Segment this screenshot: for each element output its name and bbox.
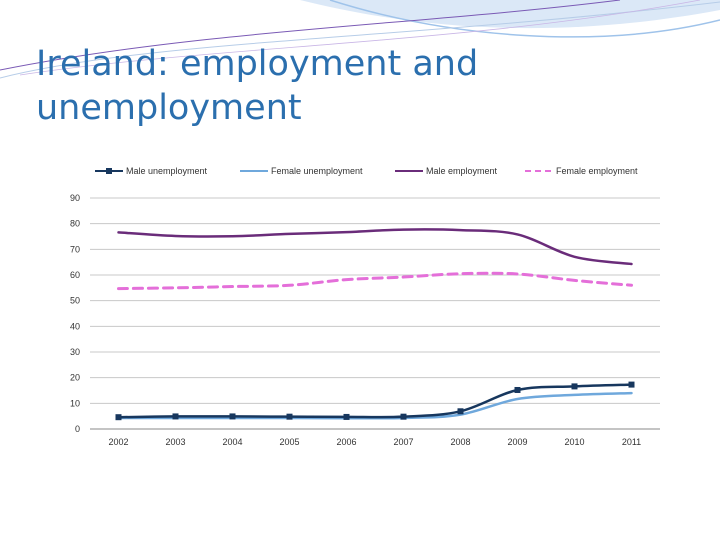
- data-point-marker: [343, 413, 350, 420]
- series-line-male-unemployment: [117, 383, 633, 419]
- x-tick-label: 2002: [108, 437, 128, 447]
- x-axis-ticks: 2002 2003 2004 2005 2006 2007 2008 2009 2010 2011: [108, 437, 641, 447]
- data-point-marker: [229, 413, 236, 420]
- y-tick-label: 80: [70, 219, 80, 229]
- legend-label: Female unemployment: [271, 166, 363, 176]
- title-swoosh-decoration: [0, 0, 720, 79]
- data-point-marker: [172, 413, 179, 420]
- y-tick-label: 30: [70, 347, 80, 357]
- y-tick-label: 60: [70, 270, 80, 280]
- legend-marker: [106, 168, 112, 174]
- x-tick-label: 2004: [222, 437, 242, 447]
- legend-label: Female employment: [556, 166, 638, 176]
- x-tick-label: 2009: [507, 437, 527, 447]
- data-point-marker: [400, 413, 407, 420]
- y-tick-label: 70: [70, 244, 80, 254]
- y-tick-label: 10: [70, 398, 80, 408]
- data-point-marker: [457, 408, 464, 415]
- legend-label: Male unemployment: [126, 166, 208, 176]
- series-line-male-employment: [117, 228, 633, 266]
- y-tick-label: 90: [70, 193, 80, 203]
- x-tick-label: 2010: [564, 437, 584, 447]
- x-tick-label: 2006: [336, 437, 356, 447]
- data-point-marker: [571, 383, 578, 390]
- data-point-marker: [115, 414, 122, 421]
- y-tick-label: 0: [75, 424, 80, 434]
- chart-gridlines: [90, 197, 660, 430]
- legend-label: Male employment: [426, 166, 498, 176]
- x-tick-label: 2011: [622, 437, 641, 447]
- data-point-marker: [514, 386, 521, 393]
- series-line-female-unemployment: [117, 391, 633, 420]
- x-tick-label: 2008: [450, 437, 470, 447]
- slide-title: Ireland: employment and unemployment: [36, 44, 479, 128]
- data-point-marker: [628, 381, 635, 388]
- x-tick-label: 2003: [165, 437, 185, 447]
- chart-legend: Male unemployment Female unemployment Male…: [95, 166, 638, 176]
- y-tick-label: 40: [70, 321, 80, 331]
- series-line-female-employment: [117, 271, 633, 291]
- y-tick-label: 50: [70, 296, 80, 306]
- data-point-marker: [286, 413, 293, 420]
- x-tick-label: 2007: [393, 437, 413, 447]
- chart-series: [115, 228, 635, 421]
- y-tick-label: 20: [70, 373, 80, 383]
- x-tick-label: 2005: [279, 437, 299, 447]
- y-axis-ticks: 0 10 20 30 40 50 60 70 80 90: [70, 193, 80, 434]
